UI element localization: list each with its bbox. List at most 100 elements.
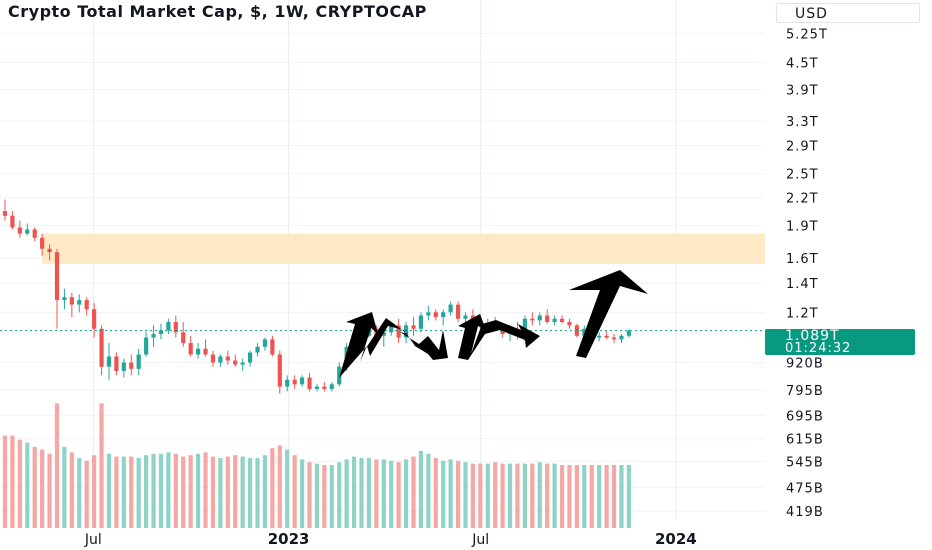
candle-body bbox=[181, 332, 186, 344]
candle-body bbox=[233, 360, 238, 365]
candle bbox=[418, 312, 424, 333]
candle-body bbox=[381, 332, 386, 336]
y-tick-label: 4.5T bbox=[786, 56, 819, 71]
candle-body bbox=[255, 346, 260, 353]
candle-body bbox=[32, 229, 37, 238]
candle-body bbox=[433, 312, 438, 318]
candle bbox=[54, 248, 60, 329]
candle bbox=[277, 350, 282, 394]
candle bbox=[262, 337, 268, 351]
candle bbox=[2, 199, 8, 221]
volume-bar bbox=[389, 460, 394, 528]
y-tick-label: 545B bbox=[786, 456, 824, 471]
candle-body bbox=[121, 362, 126, 371]
candle-body bbox=[418, 315, 424, 329]
volume-bar bbox=[589, 465, 594, 528]
candle bbox=[196, 343, 201, 359]
volume-bars bbox=[2, 403, 631, 528]
candle bbox=[114, 352, 119, 376]
volume-bar bbox=[455, 460, 461, 528]
candle-body bbox=[62, 297, 67, 301]
candle bbox=[537, 312, 542, 326]
volume-bar bbox=[537, 462, 542, 528]
candle bbox=[545, 309, 550, 324]
candle-body bbox=[307, 377, 312, 389]
candle bbox=[144, 332, 149, 357]
y-tick-label: 419B bbox=[786, 505, 824, 520]
drawing-zigzag-arrow bbox=[339, 312, 448, 378]
y-tick-label: 795B bbox=[786, 384, 824, 399]
volume-bar bbox=[255, 458, 260, 528]
candle-body bbox=[545, 315, 550, 323]
volume-bar bbox=[604, 465, 609, 528]
candle bbox=[314, 384, 320, 392]
candle bbox=[121, 358, 126, 378]
candle bbox=[99, 325, 104, 376]
y-tick-label: 920B bbox=[786, 357, 824, 372]
candle-body bbox=[411, 325, 416, 329]
volume-bar bbox=[54, 403, 60, 528]
volume-bar bbox=[337, 462, 342, 528]
candle bbox=[381, 330, 386, 347]
last-price-value: 1.089T bbox=[785, 328, 840, 344]
volume-bar bbox=[247, 458, 253, 528]
candle-body bbox=[2, 211, 8, 216]
candle-body bbox=[522, 318, 528, 336]
volume-bar bbox=[77, 458, 82, 528]
x-tick-label: Jul bbox=[471, 532, 489, 548]
candle bbox=[411, 317, 416, 336]
time-axis[interactable]: Jul 2023 Jul 2024 bbox=[84, 530, 697, 548]
candle bbox=[136, 348, 141, 376]
candle bbox=[329, 382, 334, 392]
y-tick-label: 1.9T bbox=[786, 219, 819, 234]
volume-bar bbox=[151, 453, 156, 528]
candle-body bbox=[597, 335, 602, 338]
candle-body bbox=[322, 386, 327, 389]
candle bbox=[173, 315, 178, 338]
volume-bar bbox=[17, 439, 22, 528]
volume-bar bbox=[418, 451, 424, 528]
candle bbox=[218, 354, 223, 367]
candle bbox=[84, 297, 89, 316]
volume-bar bbox=[626, 465, 631, 528]
volume-bar bbox=[507, 463, 513, 528]
candle-body bbox=[396, 325, 401, 338]
candle bbox=[203, 339, 208, 357]
candle-body bbox=[136, 354, 141, 369]
candle-body bbox=[144, 337, 149, 355]
volume-bar bbox=[574, 465, 579, 528]
volume-bar bbox=[307, 462, 312, 528]
volume-bar bbox=[299, 459, 305, 528]
candle bbox=[240, 358, 245, 371]
currency-selector[interactable]: USD bbox=[776, 3, 920, 23]
volume-bar bbox=[485, 463, 490, 528]
volume-bar bbox=[84, 460, 89, 528]
candle-body bbox=[270, 339, 275, 355]
volume-bar bbox=[40, 449, 45, 528]
volume-bar bbox=[277, 445, 282, 528]
candle-body bbox=[84, 300, 89, 310]
candle-body bbox=[77, 300, 82, 305]
volume-bar bbox=[2, 435, 8, 528]
volume-bar bbox=[25, 442, 30, 528]
y-tick-label: 2.2T bbox=[786, 192, 819, 207]
volume-bar bbox=[173, 453, 178, 528]
candle-body bbox=[537, 315, 542, 321]
volume-bar bbox=[478, 463, 483, 528]
volume-bar bbox=[62, 446, 67, 528]
candle-body bbox=[196, 348, 201, 355]
volume-bar bbox=[448, 459, 453, 528]
volume-bar bbox=[619, 465, 624, 528]
candle-body bbox=[99, 328, 104, 367]
volume-bar bbox=[426, 453, 431, 528]
candle-body bbox=[292, 379, 297, 385]
volume-bar bbox=[403, 459, 409, 528]
candle bbox=[426, 306, 431, 321]
price-axis[interactable]: 5.25T 4.5T 3.9T 3.3T 2.9T 2.5T 2.2T 1.9T 1.6T 1.4… bbox=[786, 27, 828, 520]
candle-body bbox=[426, 312, 431, 316]
candle-body bbox=[441, 312, 446, 318]
x-tick-label: 2024 bbox=[655, 530, 697, 548]
candle bbox=[69, 292, 74, 318]
x-tick-label: Jul bbox=[84, 532, 102, 548]
